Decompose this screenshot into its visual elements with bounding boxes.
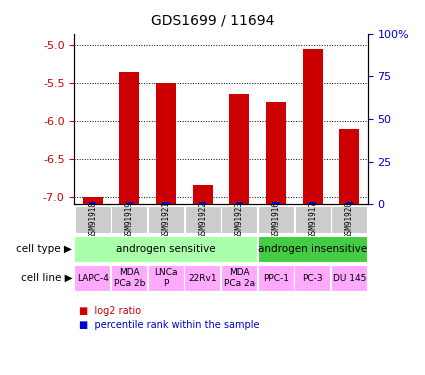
Text: GSM91921: GSM91921 <box>162 201 170 238</box>
Bar <box>148 265 184 291</box>
Text: MDA
PCa 2b: MDA PCa 2b <box>113 268 145 288</box>
Text: LNCa
P: LNCa P <box>154 268 178 288</box>
Bar <box>75 206 110 233</box>
Bar <box>266 102 286 204</box>
Bar <box>221 265 257 291</box>
Text: DU 145: DU 145 <box>333 274 366 283</box>
Text: GSM91920: GSM91920 <box>345 201 354 238</box>
Bar <box>74 265 110 291</box>
Bar <box>258 265 294 291</box>
Bar <box>295 206 331 233</box>
Bar <box>193 185 213 204</box>
Bar <box>74 236 257 262</box>
Bar <box>294 265 330 291</box>
Bar <box>346 202 353 204</box>
Bar <box>126 202 133 204</box>
Bar <box>82 197 103 204</box>
Text: cell line ▶: cell line ▶ <box>21 273 72 283</box>
Text: ■  log2 ratio: ■ log2 ratio <box>79 306 141 316</box>
Text: 22Rv1: 22Rv1 <box>188 274 217 283</box>
Bar <box>119 72 139 204</box>
Bar <box>258 206 294 233</box>
Bar <box>236 202 243 204</box>
Bar <box>303 49 323 204</box>
Bar <box>184 265 221 291</box>
Text: PPC-1: PPC-1 <box>263 274 289 283</box>
Text: GSM91917: GSM91917 <box>308 201 317 238</box>
Bar <box>258 236 367 262</box>
Text: LAPC-4: LAPC-4 <box>77 274 109 283</box>
Text: GSM91916: GSM91916 <box>272 201 280 238</box>
Text: androgen insensitive: androgen insensitive <box>258 244 367 254</box>
Text: androgen sensitive: androgen sensitive <box>116 244 216 254</box>
Text: MDA
PCa 2a: MDA PCa 2a <box>224 268 255 288</box>
Text: PC-3: PC-3 <box>302 274 323 283</box>
Text: cell type ▶: cell type ▶ <box>17 244 72 254</box>
Bar <box>148 206 184 233</box>
Text: GDS1699 / 11694: GDS1699 / 11694 <box>151 13 274 27</box>
Bar <box>111 206 147 233</box>
Text: ■  percentile rank within the sample: ■ percentile rank within the sample <box>79 320 259 330</box>
Bar <box>272 202 280 204</box>
Bar <box>162 202 170 204</box>
Text: GSM91922: GSM91922 <box>198 201 207 238</box>
Bar <box>309 202 316 204</box>
Text: GSM91919: GSM91919 <box>125 201 134 238</box>
Bar <box>339 129 360 204</box>
Bar <box>89 202 96 204</box>
Bar <box>111 265 147 291</box>
Bar <box>332 206 367 233</box>
Bar <box>156 83 176 204</box>
Bar <box>185 206 221 233</box>
Bar <box>199 202 206 204</box>
Bar <box>221 206 257 233</box>
Text: GSM91923: GSM91923 <box>235 201 244 238</box>
Bar <box>229 94 249 204</box>
Text: GSM91918: GSM91918 <box>88 201 97 238</box>
Bar <box>331 265 367 291</box>
